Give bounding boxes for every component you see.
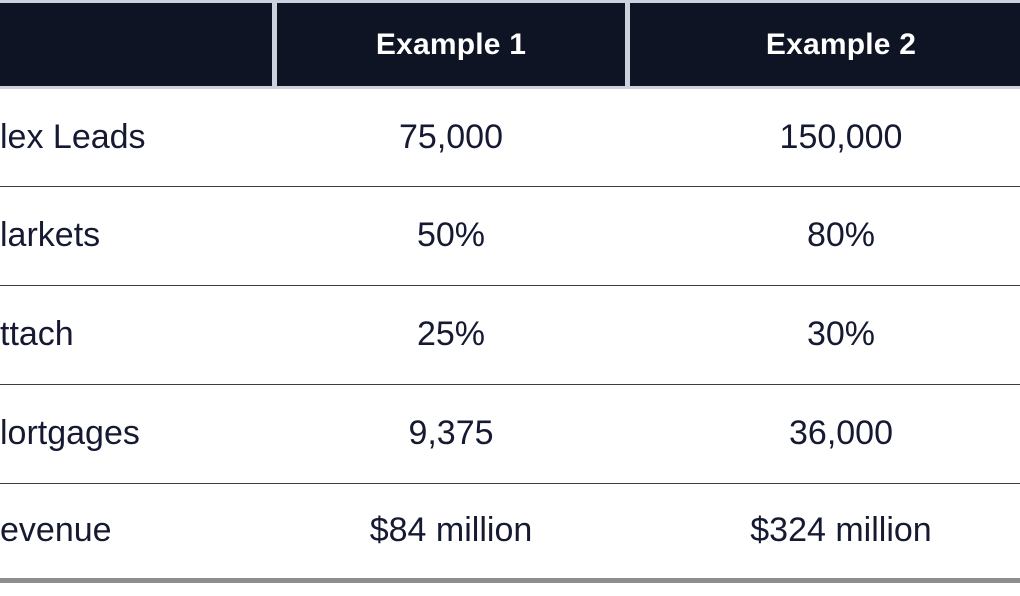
table-row-attach: ttach 25% 30%	[0, 286, 1020, 385]
header-label-example-1: Example 1	[375, 27, 527, 61]
table-top-border	[0, 0, 1020, 3]
row-label: lortgages	[0, 415, 140, 453]
table-header-row: Example 1 Example 2	[0, 3, 1020, 86]
header-cell-divider	[625, 3, 630, 86]
header-cell-divider	[272, 3, 277, 86]
header-cell-example-2: Example 2	[630, 3, 1020, 86]
table-bottom-border	[0, 578, 1020, 583]
header-cell-example-1: Example 1	[277, 3, 625, 86]
header-cell-blank	[0, 3, 272, 86]
table-row-mortgages: lortgages 9,375 36,000	[0, 385, 1020, 484]
value-example-2: 80%	[806, 216, 876, 255]
row-label: larkets	[0, 217, 101, 255]
table-row-revenue: evenue $84 million $324 million	[0, 484, 1020, 578]
value-example-2: 30%	[806, 315, 876, 354]
value-example-1: 25%	[416, 315, 486, 354]
value-example-1: 9,375	[408, 414, 494, 453]
header-label-example-2: Example 2	[765, 27, 917, 61]
row-label: lex Leads	[0, 118, 146, 156]
value-example-2: 36,000	[789, 414, 893, 453]
table-row-markets: larkets 50% 80%	[0, 187, 1020, 286]
header-bottom-border	[0, 86, 1020, 89]
value-example-2: 150,000	[779, 117, 903, 156]
table-row-leads: lex Leads 75,000 150,000	[0, 89, 1020, 187]
value-example-1: $84 million	[369, 511, 533, 550]
row-label: evenue	[0, 512, 112, 550]
value-example-1: 50%	[416, 216, 486, 255]
value-example-2: $324 million	[750, 511, 932, 550]
table-body: Example 1 Example 2 lex Leads 75,000 150…	[0, 0, 1020, 583]
value-example-1: 75,000	[399, 117, 503, 156]
row-label: ttach	[0, 316, 74, 354]
